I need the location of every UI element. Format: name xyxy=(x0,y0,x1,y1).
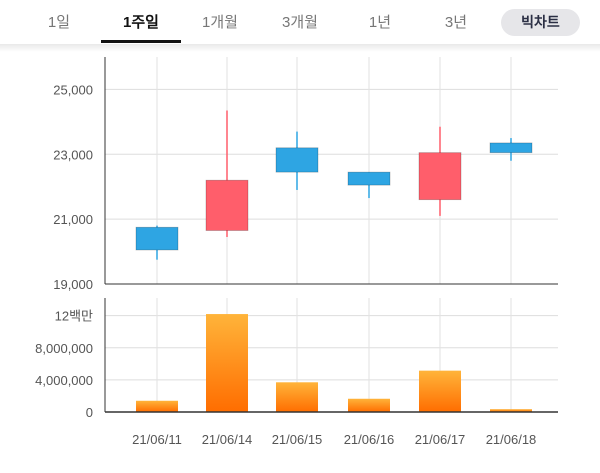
date-label: 21/06/15 xyxy=(272,432,323,447)
candle-body xyxy=(489,142,533,154)
candle-21/06/11 xyxy=(135,225,179,260)
active-tab-underline xyxy=(101,40,181,43)
date-label: 21/06/17 xyxy=(415,432,466,447)
volume-panel: 0 4,000,000 8,000,000 12백만 xyxy=(35,298,558,420)
tab-1-month[interactable]: 1개월 xyxy=(202,14,238,31)
volume-bar-21/06/18 xyxy=(490,409,532,412)
volume-bar-21/06/14 xyxy=(206,314,248,412)
candle-21/06/16 xyxy=(347,171,391,199)
volume-tick-label: 4,000,000 xyxy=(35,373,93,388)
big-chart-button[interactable]: 빅차트 xyxy=(501,9,580,36)
tab-1-year[interactable]: 1년 xyxy=(368,14,392,31)
volume-bar-21/06/17 xyxy=(419,370,461,412)
candle-21/06/18 xyxy=(489,138,533,161)
price-panel: 19,000 21,000 23,000 25,000 xyxy=(53,57,558,292)
volume-tick-label: 0 xyxy=(86,405,93,420)
price-tick-label: 23,000 xyxy=(53,147,93,162)
candle-body xyxy=(418,152,462,201)
price-tick-label: 19,000 xyxy=(53,277,93,292)
date-axis: 21/06/11 21/06/14 21/06/15 21/06/16 21/06/17… xyxy=(132,432,536,447)
price-tick-label: 21,000 xyxy=(53,212,93,227)
candle-21/06/14 xyxy=(205,110,249,237)
candle-body xyxy=(275,147,319,173)
candle-body xyxy=(135,226,179,251)
date-label: 21/06/11 xyxy=(132,432,182,447)
volume-tick-label: 12백만 xyxy=(55,309,93,324)
date-label: 21/06/16 xyxy=(344,432,395,447)
volume-bar-21/06/15 xyxy=(276,382,318,412)
tab-1-week[interactable]: 1주일 xyxy=(123,14,159,31)
price-tick-label: 25,000 xyxy=(53,82,93,97)
candle-21/06/17 xyxy=(418,126,462,216)
candle-body xyxy=(347,171,391,186)
tab-1-day[interactable]: 1일 xyxy=(47,14,71,31)
tab-bar-shadow xyxy=(0,44,600,52)
volume-bar-21/06/16 xyxy=(348,398,390,412)
volume-bar-21/06/11 xyxy=(136,400,178,412)
period-tab-bar: 1일 1주일 1개월 3개월 1년 3년 빅차트 xyxy=(0,0,600,46)
tab-3-month[interactable]: 3개월 xyxy=(282,14,318,31)
date-label: 21/06/18 xyxy=(486,432,537,447)
candle-21/06/15 xyxy=(275,131,319,190)
volume-tick-label: 8,000,000 xyxy=(35,341,93,356)
candle-body xyxy=(205,179,249,231)
date-label: 21/06/14 xyxy=(202,432,253,447)
tab-3-year[interactable]: 3년 xyxy=(444,14,468,31)
